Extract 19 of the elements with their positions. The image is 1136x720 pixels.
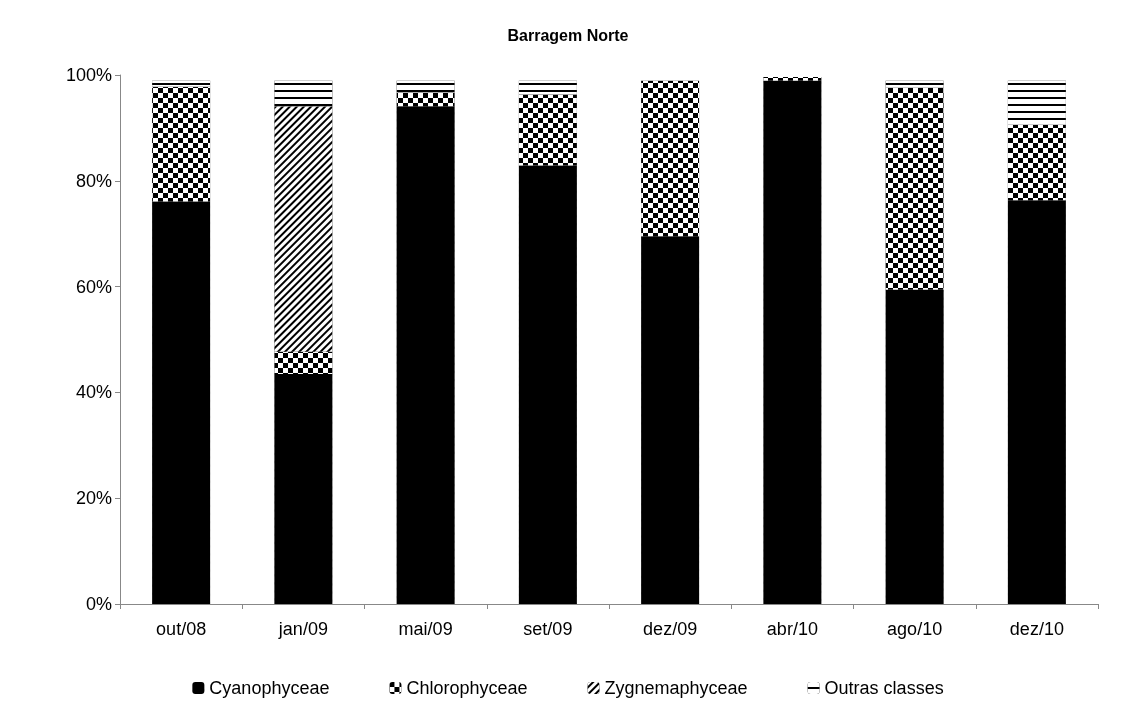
y-tick-label: 40% xyxy=(75,382,112,403)
x-tick-label: mai/09 xyxy=(398,619,453,639)
x-tick-label: abr/10 xyxy=(766,619,818,639)
chart-title: Barragem Norte xyxy=(507,26,629,44)
y-tick-label: 20% xyxy=(75,488,112,509)
x-tick-label: dez/09 xyxy=(643,619,698,639)
x-tick-label: jan/09 xyxy=(277,619,328,639)
legend-label: Cyanophyceae xyxy=(209,678,330,698)
y-tick-label: 0% xyxy=(85,594,112,614)
y-tick-label: 60% xyxy=(75,276,112,297)
legend-label: Zygnemaphyceae xyxy=(604,678,748,698)
x-tick-label: out/08 xyxy=(156,619,207,639)
legend-label: Outras classes xyxy=(824,678,944,698)
x-tick-label: set/09 xyxy=(523,619,573,639)
x-tick-label: ago/10 xyxy=(887,619,943,639)
legend-label: Chlorophyceae xyxy=(406,678,528,698)
y-tick-label: 80% xyxy=(75,170,112,191)
x-tick-label: dez/10 xyxy=(1009,619,1064,639)
y-tick-label: 100% xyxy=(65,65,112,85)
